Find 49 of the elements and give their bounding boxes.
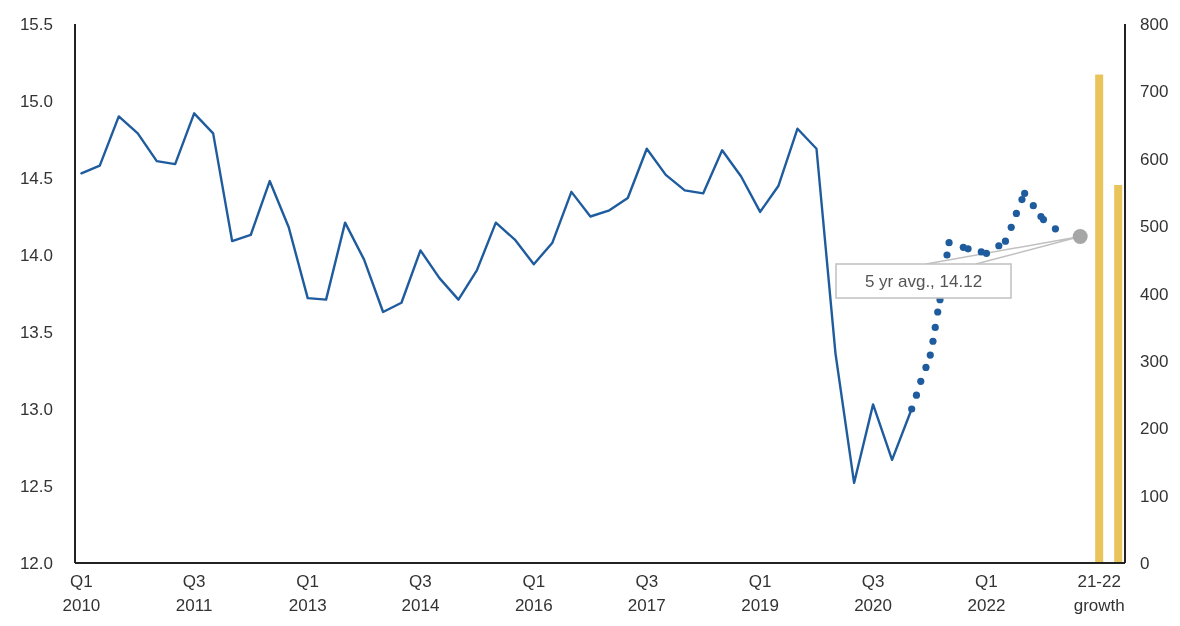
point [982,249,991,258]
y2-tick-label: 300 [1140,351,1169,371]
x-tick-label: Q1 2013 [288,572,327,615]
point [1072,229,1088,245]
y2-tick-label: 500 [1140,217,1169,237]
point [931,323,939,331]
x-tick-label: Q1 2019 [741,572,780,615]
point [908,405,916,413]
point [922,363,930,372]
point [945,239,953,247]
y2-tick-label: 100 [1140,486,1169,506]
y2-tick-label: 700 [1140,82,1169,102]
point [926,351,934,359]
x-tick-label: Q1 2016 [514,572,553,615]
y-tick-label: 12.5 [19,477,53,496]
y2-tick-label: 0 [1140,554,1150,573]
y2-tick-label: 600 [1140,149,1169,169]
y2-tick-label: 200 [1140,419,1169,439]
y-tick-label: 14.0 [19,246,53,265]
point [1018,195,1026,204]
x-tick-label: Q3 2017 [627,572,666,615]
point [1001,237,1010,245]
point [929,337,937,345]
y2-tick-label: 800 [1140,15,1169,34]
point [1007,223,1015,231]
x-tick-label: Q3 2020 [854,572,892,615]
point [1029,202,1037,210]
y2-tick-label: 400 [1140,284,1169,304]
x-tick-label: Q3 2011 [175,572,213,615]
point [1012,209,1020,218]
x-tick-label: 21-22 growth [1073,572,1125,615]
x-tick-label: Q1 2010 [62,572,101,615]
x-tick-label: Q1 2022 [967,572,1006,615]
point [1051,225,1060,233]
y-tick-label: 12.0 [19,554,53,573]
annotation: 5 yr avg., 14.12 [864,272,983,291]
y-tick-label: 13.5 [19,323,53,342]
y-tick-label: 14.5 [19,169,53,188]
point [964,245,972,253]
y-tick-label: 13.0 [19,400,53,419]
y-tick-label: 15.0 [19,92,53,111]
point [943,251,951,259]
point [917,377,925,385]
point [995,242,1003,250]
x-tick-label: Q3 2014 [401,572,440,615]
point [1021,189,1029,197]
y-tick-label: 15.5 [19,15,53,34]
point [934,308,942,316]
point [912,391,921,399]
